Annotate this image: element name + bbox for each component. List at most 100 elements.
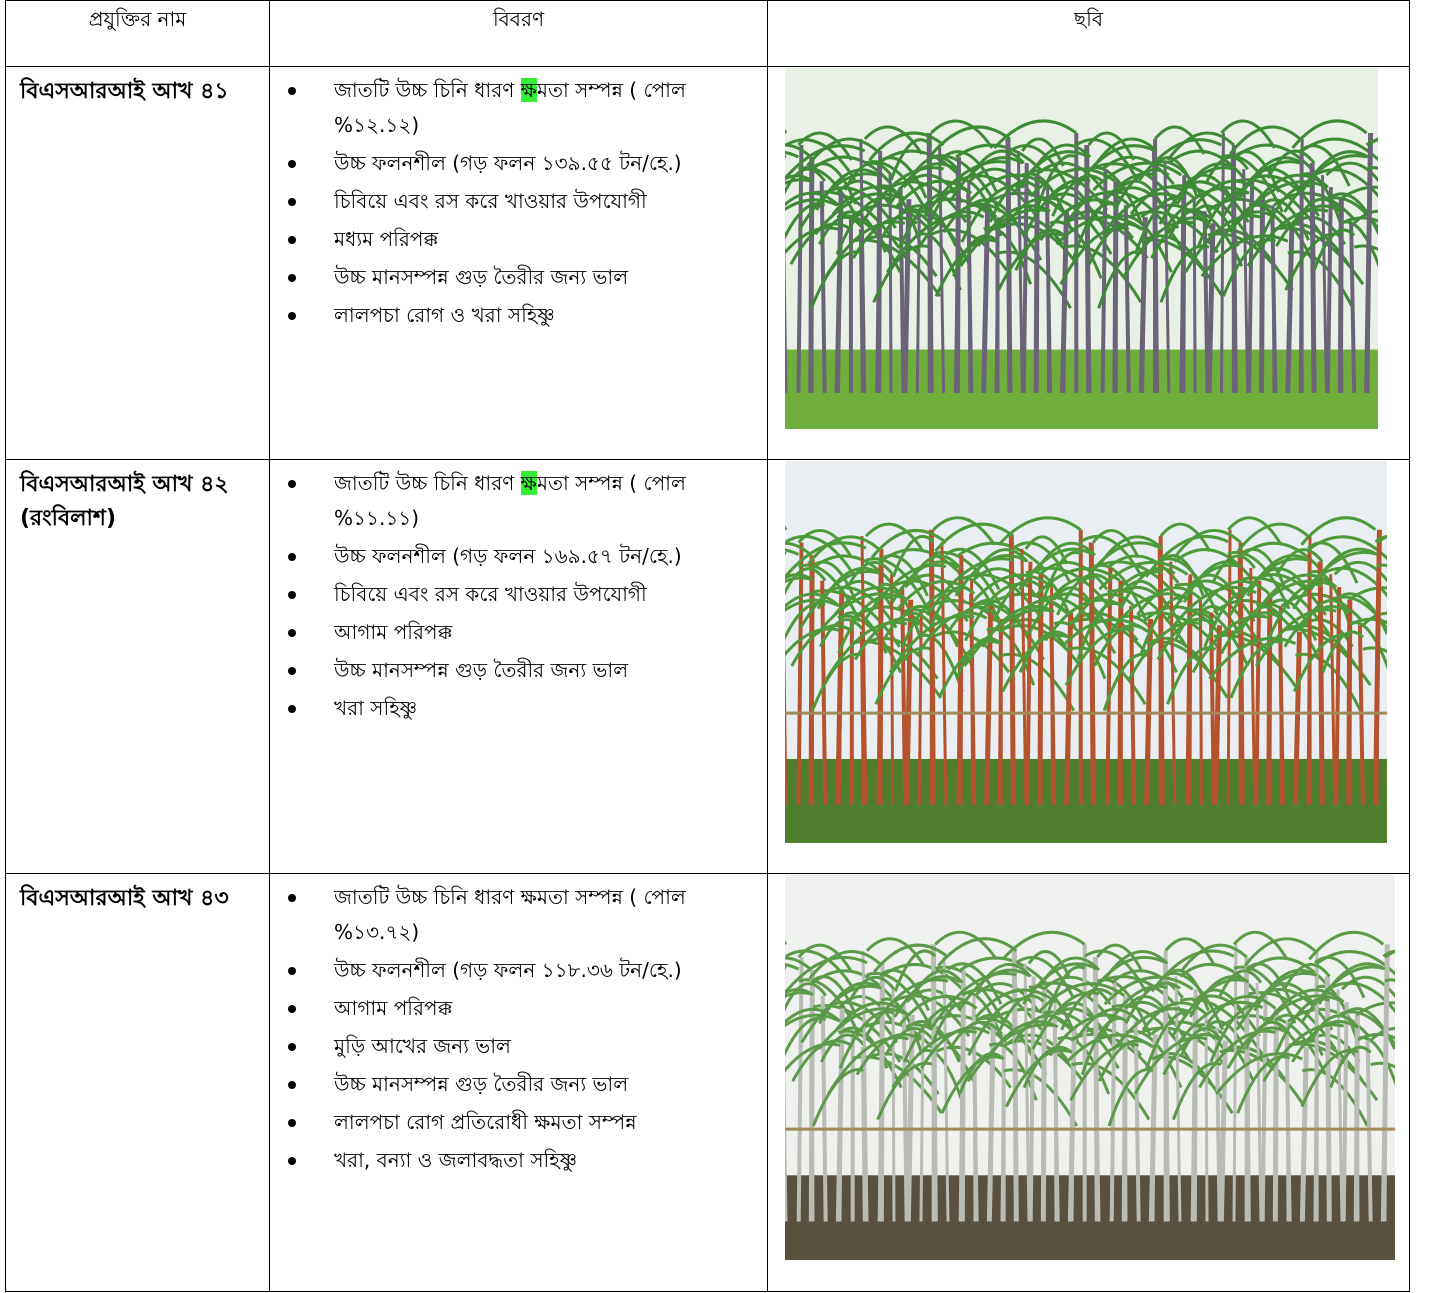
cane-leaf — [1159, 522, 1211, 552]
cane-stalk — [1349, 223, 1357, 393]
cane-leaf — [811, 155, 893, 186]
cane-leaf — [1220, 160, 1301, 219]
cane-leaf — [1340, 975, 1395, 999]
cane-leaf — [1107, 592, 1190, 635]
cane-leaf — [816, 566, 881, 610]
cane-leaf — [1199, 579, 1270, 610]
cane-stalk — [1021, 163, 1029, 393]
cane-leaf — [838, 1010, 895, 1069]
cane-leaf — [1059, 226, 1130, 285]
cane-leaf — [1237, 180, 1328, 224]
cane-leaf — [864, 1052, 940, 1095]
cane-stalk — [1109, 982, 1117, 1222]
cane-leaf — [872, 943, 949, 974]
cane-leaf — [1234, 143, 1316, 174]
feature-item: চিবিয়ে এবং রস করে খাওয়ার উপযোগী — [288, 577, 747, 612]
cane-leaf — [1291, 1020, 1358, 1063]
cane-leaf — [999, 618, 1067, 648]
cane-leaf — [1115, 179, 1165, 209]
cane-leaf — [1206, 197, 1286, 228]
cane-leaf — [1136, 586, 1203, 616]
cane-stalk — [1324, 976, 1332, 1222]
cane-leaf — [1328, 981, 1395, 1014]
cane-leaf — [845, 560, 894, 591]
cane-stalk — [890, 574, 895, 805]
cane-leaf — [997, 516, 1082, 546]
cane-leaf — [1300, 150, 1369, 193]
highlighted-text: ক্ষ — [520, 471, 537, 495]
cane-leaf — [1362, 646, 1387, 654]
cane-stalk — [796, 542, 804, 805]
cane-leaf — [785, 573, 814, 582]
cane-leaf — [1254, 173, 1329, 204]
cane-leaf — [880, 962, 966, 993]
cane-leaf — [1339, 185, 1378, 201]
cane-leaf — [1018, 547, 1094, 591]
cane-leaf — [785, 151, 800, 159]
cane-leaf — [1174, 582, 1260, 642]
cane-leaf — [1384, 949, 1395, 959]
cane-leaf — [1221, 238, 1276, 297]
cane-stalk — [915, 211, 921, 393]
cane-leaf — [957, 541, 1047, 572]
cane-leaf — [1087, 131, 1136, 161]
cane-leaf — [1035, 541, 1096, 572]
cane-stalk — [1339, 211, 1344, 393]
cane-stalk — [1025, 561, 1033, 805]
cane-leaf — [992, 579, 1041, 622]
cane-leaf — [785, 598, 839, 612]
cane-leaf — [1153, 125, 1206, 155]
cane-leaf — [1039, 982, 1126, 1012]
cane-leaf — [1245, 579, 1336, 623]
cane-stalk — [917, 612, 923, 805]
cane-leaf — [797, 131, 853, 161]
cane-leaf — [1246, 554, 1311, 597]
cane-leaf — [1317, 962, 1386, 1005]
cane-leaf — [920, 1048, 966, 1108]
cane-stalk — [785, 632, 788, 805]
cane-stalk — [810, 567, 815, 805]
cane-stalk — [1219, 132, 1225, 393]
cane-leaf — [1092, 161, 1183, 192]
cane-leaf — [785, 167, 826, 195]
cane-stalk — [926, 132, 934, 393]
cane-leaf — [870, 529, 947, 559]
cane-stalk — [1023, 963, 1031, 1222]
cane-leaf — [911, 969, 964, 999]
cane-leaf — [865, 557, 933, 616]
cane-stalk — [837, 205, 843, 393]
cane-stalk — [1206, 223, 1216, 393]
cane-stalk — [1375, 542, 1381, 805]
cane-leaf — [835, 196, 892, 255]
cane-leaf — [785, 592, 841, 609]
cane-leaf — [1018, 630, 1070, 673]
cane-leaf — [785, 963, 800, 971]
feature-item: জাতটি উচ্চ চিনি ধারণ ক্ষমতা সম্পন্ন ( পো… — [288, 880, 747, 950]
feature-item: লালপচা রোগ প্রতিরোধী ক্ষমতা সম্পন্ন — [288, 1105, 747, 1140]
feature-text: মতা সম্পন্ন ( পোল %১১.১১) — [334, 471, 686, 530]
cane-stalk — [1028, 976, 1036, 1222]
cane-leaf — [1128, 621, 1202, 680]
cane-leaf — [1353, 209, 1378, 225]
cane-leaf — [1061, 618, 1149, 648]
feature-list: জাতটি উচ্চ চিনি ধারণ ক্ষমতা সম্পন্ন ( পো… — [270, 460, 767, 726]
cane-leaf — [1300, 516, 1377, 546]
cane-leaf — [1263, 573, 1338, 603]
cane-leaf — [806, 137, 879, 167]
cane-stalk — [957, 567, 964, 805]
cane-leaf — [819, 618, 866, 648]
cane-stalk — [1213, 625, 1223, 805]
cane-leaf — [884, 1027, 935, 1057]
cane-stalk — [959, 982, 966, 1222]
cane-leaf — [1308, 930, 1385, 961]
cane-leaf — [951, 156, 1024, 199]
cane-leaf — [1321, 630, 1364, 673]
cane-leaf — [1141, 1001, 1209, 1031]
cane-stalk — [930, 944, 938, 1222]
feature-text: জাতটি উচ্চ চিনি ধারণ — [334, 471, 521, 495]
cane-leaf — [976, 204, 1051, 247]
photo-cell — [767, 66, 1410, 460]
cane-leaf — [945, 605, 1001, 635]
cane-leaf — [1258, 184, 1315, 243]
cane-leaf — [1039, 198, 1118, 242]
